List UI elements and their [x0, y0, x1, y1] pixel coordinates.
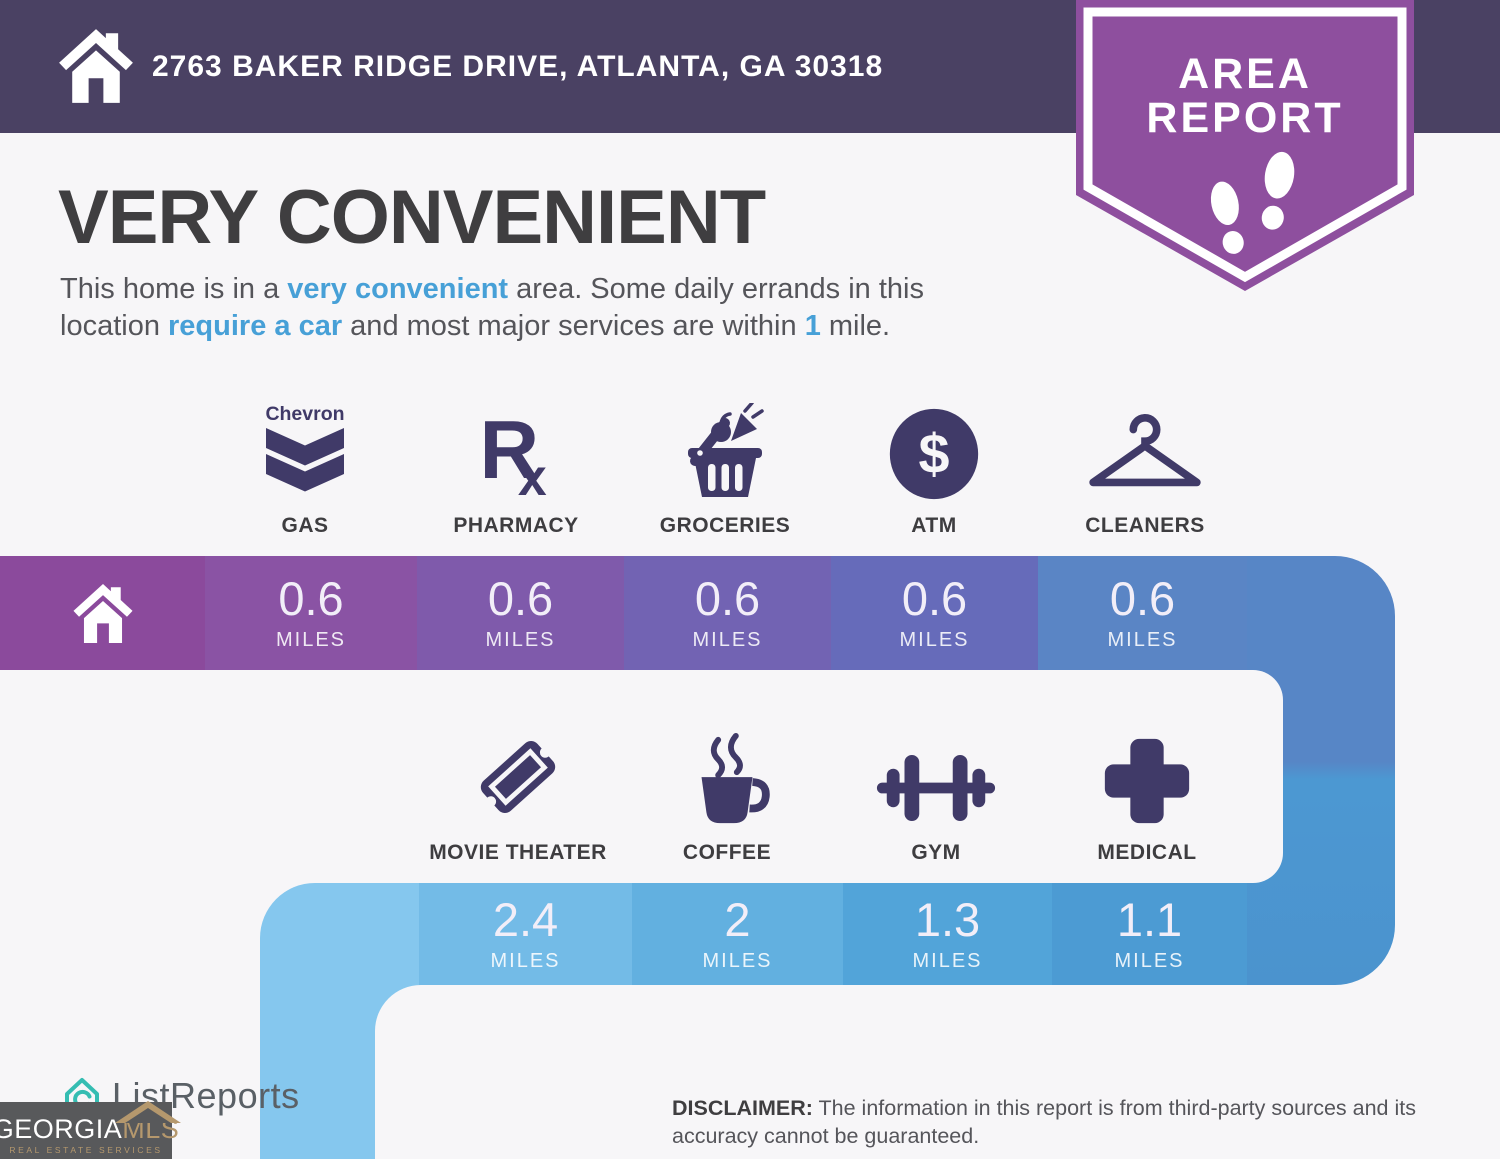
groceries-iconbox	[674, 398, 776, 503]
rx-x-text: x	[518, 448, 547, 503]
distance-value: 0.6	[901, 571, 968, 625]
distance-cell-atm: 0.6 MILES	[831, 556, 1038, 670]
disclaimer: DISCLAIMER: The information in this repo…	[672, 1094, 1472, 1151]
cleaners-iconbox	[1084, 398, 1206, 503]
distance-cell-movie-theater: 2.4 MILES	[419, 883, 632, 985]
grocery-basket-icon	[688, 403, 764, 497]
mls-wordmark: GEORGIAMLS	[0, 1101, 182, 1144]
distance-unit: MILES	[692, 628, 763, 651]
distance-cell-coffee: 2 MILES	[632, 883, 843, 985]
distance-cell-cleaners: 0.6 MILES	[1038, 556, 1247, 670]
path-inner-notch	[1180, 670, 1283, 883]
mls-tagline: REAL ESTATE SERVICES	[9, 1145, 163, 1155]
distance-unit: MILES	[490, 949, 561, 972]
dollar-text: $	[919, 423, 950, 485]
coffee-iconbox	[677, 725, 777, 830]
chevron-gas-icon: Chevron	[265, 403, 345, 492]
summary-text: and most major services are within	[342, 310, 805, 343]
dumbbell-gym-icon	[876, 755, 996, 821]
coffee-cup-icon	[701, 732, 770, 824]
gas-iconbox: Chevron	[255, 398, 355, 503]
summary-text: mile.	[820, 310, 891, 343]
rx-r-text: R	[480, 404, 540, 496]
distance-unit: MILES	[899, 628, 970, 651]
poi-label: GYM	[911, 841, 961, 864]
georgia-mls-logo: GEORGIAMLS REAL ESTATE SERVICES	[0, 1101, 182, 1159]
disclaimer-label: DISCLAIMER:	[672, 1095, 813, 1120]
disclaimer-text: The information in this report is from t…	[672, 1095, 1416, 1149]
poi-label: MOVIE THEATER	[429, 841, 607, 864]
poi-label: PHARMACY	[453, 514, 579, 537]
distance-value: 1.3	[914, 892, 981, 946]
distance-value: 0.6	[1109, 571, 1176, 625]
distance-unit: MILES	[485, 628, 556, 651]
summary-highlight: very convenient	[287, 273, 509, 305]
mls-name-georgia: GEORGIA	[0, 1114, 123, 1144]
chevron-brand-text: Chevron	[265, 403, 344, 425]
atm-iconbox: $	[886, 398, 982, 503]
rx-pharmacy-icon: R x	[480, 404, 547, 503]
poi-label: CLEANERS	[1085, 514, 1205, 537]
poi-atm: $ ATM	[824, 398, 1044, 538]
medical-iconbox	[1098, 725, 1196, 830]
distance-value: 2.4	[492, 892, 559, 946]
movie-ticket-icon	[480, 741, 556, 813]
roof-icon	[115, 1101, 182, 1123]
poi-medical: MEDICAL	[1037, 725, 1257, 865]
poi-groceries: GROCERIES	[615, 398, 835, 538]
distance-cell-gym: 1.3 MILES	[843, 883, 1052, 985]
gym-iconbox	[872, 725, 1000, 830]
distance-value: 1.1	[1116, 892, 1183, 946]
summary-text: location	[60, 310, 169, 343]
distance-cell-groceries: 0.6 MILES	[624, 556, 831, 670]
poi-pharmacy: R x PHARMACY	[406, 398, 626, 538]
area-report-badge: AREA REPORT	[1076, 0, 1414, 291]
property-address: 2763 BAKER RIDGE DRIVE, ATLANTA, GA 3031…	[152, 49, 884, 83]
summary-highlight: require a car	[168, 310, 343, 343]
movie-iconbox	[464, 724, 572, 830]
hanger-cleaners-icon	[1089, 414, 1201, 487]
distance-value: 2	[724, 892, 751, 946]
home-icon	[59, 29, 133, 103]
distance-cell-medical: 1.1 MILES	[1052, 883, 1247, 985]
distance-unit: MILES	[275, 628, 347, 651]
home-icon	[72, 583, 133, 643]
poi-coffee: COFFEE	[617, 725, 837, 865]
atm-dollar-icon: $	[889, 408, 979, 500]
poi-gym: GYM	[826, 725, 1046, 865]
page-title: VERY CONVENIENT	[58, 175, 766, 260]
distance-cell-pharmacy: 0.6 MILES	[417, 556, 624, 670]
distance-value: 0.6	[278, 571, 344, 625]
poi-label: GROCERIES	[659, 514, 791, 537]
poi-label: ATM	[911, 514, 957, 537]
poi-gas: Chevron GAS	[195, 398, 415, 538]
poi-label: COFFEE	[682, 841, 772, 864]
footprints-icon	[1210, 151, 1295, 254]
poi-label: GAS	[281, 514, 329, 537]
distance-unit: MILES	[702, 949, 773, 972]
summary-text: This home is in a	[60, 273, 288, 305]
distance-value: 0.6	[694, 571, 761, 625]
distance-value: 0.6	[487, 571, 554, 625]
poi-cleaners: CLEANERS	[1035, 398, 1255, 538]
distance-unit: MILES	[1107, 628, 1178, 651]
summary-highlight: 1	[804, 310, 821, 343]
summary-text: area. Some daily errands in this	[508, 273, 924, 305]
pharmacy-iconbox: R x	[468, 398, 564, 503]
distance-unit: MILES	[1114, 949, 1185, 972]
poi-label: MEDICAL	[1097, 841, 1197, 864]
medical-cross-icon	[1104, 738, 1190, 824]
distance-unit: MILES	[912, 949, 983, 972]
badge-line1: AREA	[1178, 50, 1312, 98]
summary-paragraph: This home is in a very convenient area. …	[60, 271, 1100, 345]
poi-movie-theater: MOVIE THEATER	[408, 725, 628, 865]
distance-cell-gas: 0.6 MILES	[205, 556, 417, 670]
path-left-strip	[260, 958, 375, 1159]
badge-line2: REPORT	[1146, 94, 1343, 142]
band1-home-cell	[0, 556, 205, 670]
